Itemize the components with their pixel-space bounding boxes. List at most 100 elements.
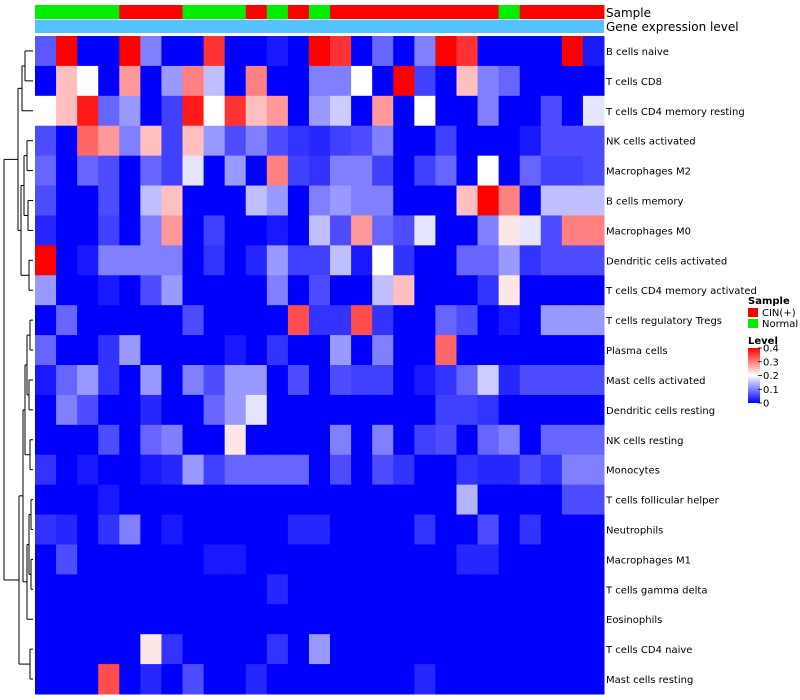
heatmap-cell [224,245,247,276]
heatmap-cell [372,634,394,665]
heatmap-cell [56,125,78,157]
heatmap-cell [203,574,226,605]
heatmap-cell [582,394,605,426]
heatmap-cell [351,185,373,216]
heatmap-cell [119,634,141,665]
heatmap-cell [540,544,563,575]
heatmap-cell [182,424,205,456]
heatmap-cell [308,365,331,396]
heatmap-cell [266,335,289,366]
heatmap-cell [372,574,394,605]
heatmap-cell [498,65,521,97]
heatmap-cell [161,155,184,187]
heatmap-cell [140,155,162,187]
heatmap-cell [266,424,289,456]
heatmap-cell [182,305,205,336]
heatmap-cell [35,394,57,426]
heatmap-cell [372,305,394,336]
heatmap-cell [498,36,521,67]
heatmap-cell [287,514,310,545]
heatmap-cell [182,275,205,306]
heatmap-cell [98,634,120,665]
heatmap-cell [393,125,415,157]
sample-annotation-bar [35,5,605,19]
heatmap-cell [540,514,563,545]
legend-level-tick-label: 0.4 [763,344,779,355]
heatmap-cell [477,544,500,575]
heatmap-cell [308,454,331,486]
row-label: Eosinophils [606,615,662,626]
heatmap-cell [119,365,141,396]
heatmap-cell [561,394,584,426]
heatmap-cell [372,215,394,246]
heatmap-cell [161,305,184,336]
sample-annotation-cell [540,5,563,19]
heatmap-cell [161,394,184,426]
heatmap-cell [498,155,521,187]
heatmap-cell [582,36,605,67]
heatmap-cell [35,245,57,276]
heatmap-cell [351,544,373,575]
heatmap-cell [224,664,247,695]
heatmap-cell [456,394,479,426]
heatmap-cell [456,36,479,67]
heatmap-cell [519,125,542,157]
heatmap-cell [35,664,57,695]
heatmap-cell [119,544,141,575]
heatmap-cell [477,454,500,486]
heatmap-cell [330,424,352,456]
heatmap-cell [140,305,162,336]
heatmap-cell [182,394,205,426]
heatmap-cell [77,185,99,216]
heatmap-cell [245,155,268,187]
heatmap-cell [540,215,563,246]
heatmap-cell [287,215,310,246]
heatmap-cell [351,574,373,605]
heatmap-cell [414,36,436,67]
row-label: B cells naive [606,47,669,58]
heatmap-cell [77,454,99,486]
heatmap-cell [224,514,247,545]
heatmap-cell [182,664,205,695]
heatmap-cell [477,424,500,456]
heatmap-cell [561,245,584,276]
heatmap-cell [119,484,141,516]
heatmap-cell [266,125,289,157]
heatmap-cell [161,65,184,97]
heatmap-cell [330,95,352,127]
heatmap-cell [56,514,78,545]
heatmap-cell [393,155,415,187]
heatmap-cell [561,664,584,695]
heatmap-cell [266,604,289,635]
heatmap-cell [203,215,226,246]
heatmap-cell [98,245,120,276]
heatmap-cell [351,215,373,246]
heatmap-cell [224,365,247,396]
heatmap-cell [161,275,184,306]
heatmap-cell [35,305,57,336]
sample-annotation-cell [161,5,184,19]
heatmap-cell [519,574,542,605]
heatmap-cell [182,36,205,67]
heatmap-cell [330,454,352,486]
sample-annotation-label: Sample [606,6,651,20]
heatmap-cell [224,454,247,486]
sample-annotation-cell [582,5,605,19]
heatmap-cell [77,574,99,605]
heatmap-cell [98,365,120,396]
heatmap-cell [519,544,542,575]
heatmap-cell [414,125,436,157]
heatmap-cell [266,634,289,665]
heatmap-cell [203,394,226,426]
heatmap-cell [182,544,205,575]
heatmap-cell [56,185,78,216]
heatmap-cell [330,514,352,545]
heatmap-cell [414,514,436,545]
heatmap-cell [456,484,479,516]
heatmap-cell [287,36,310,67]
heatmap-cell [435,65,457,97]
heatmap-cell [582,95,605,127]
heatmap-cell [35,36,57,67]
heatmap-cell [435,634,457,665]
heatmap-cell [182,65,205,97]
